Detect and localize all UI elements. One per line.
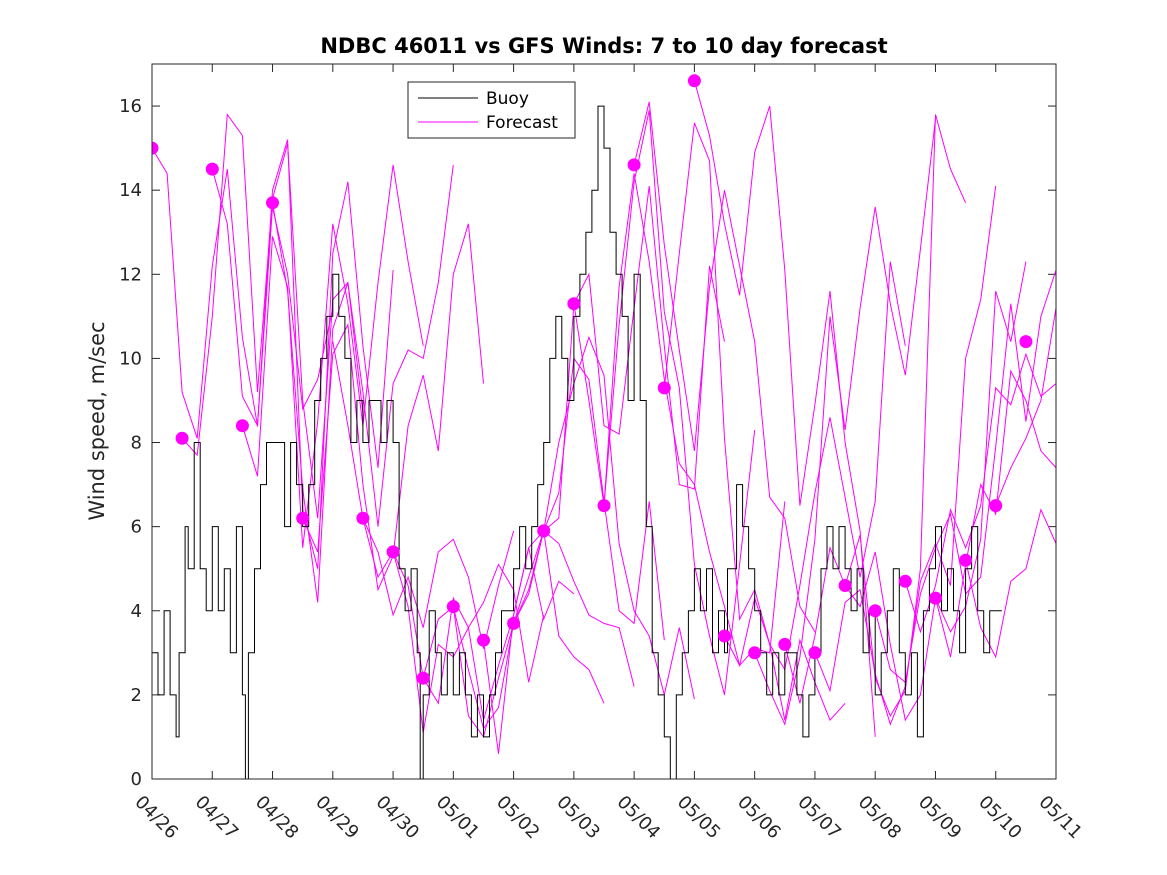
forecast-line	[935, 369, 1056, 658]
legend-box	[407, 81, 576, 139]
forecast-marker	[356, 511, 370, 525]
forecast-marker	[175, 431, 189, 445]
forecast-marker	[567, 297, 581, 311]
forecast-marker	[778, 637, 792, 651]
plot-frame	[151, 63, 1057, 780]
forecast-marker	[296, 511, 310, 525]
forecast-line	[241, 164, 424, 548]
forecast-line	[965, 508, 1056, 659]
forecast-marker	[446, 600, 460, 614]
y-tick-label: 8	[131, 433, 142, 454]
y-axis-label: Wind speed, m/sec	[85, 321, 109, 520]
forecast-marker	[627, 158, 641, 172]
forecast-line	[152, 147, 334, 439]
y-tick-label: 10	[119, 348, 142, 369]
forecast-marker	[386, 545, 400, 559]
y-tick-label: 12	[119, 264, 142, 285]
forecast-marker	[687, 74, 701, 88]
y-tick-label: 14	[119, 180, 142, 201]
forecast-line	[693, 80, 876, 737]
forecast-marker	[416, 671, 430, 685]
y-tick-label: 4	[131, 601, 142, 622]
legend-forecast-label: Forecast	[486, 113, 558, 133]
forecast-marker	[989, 499, 1003, 513]
forecast-marker	[808, 646, 822, 660]
y-tick-label: 2	[131, 685, 142, 706]
forecast-marker	[748, 646, 762, 660]
legend-buoy-label: Buoy	[486, 89, 529, 109]
y-axis: 0 2 4 6 8 10 12 14 16	[119, 96, 1056, 790]
buoy-line	[152, 105, 1002, 779]
forecast-marker	[205, 162, 219, 176]
forecast-line	[995, 307, 1056, 506]
y-tick-label: 6	[131, 517, 142, 538]
forecast-marker	[657, 381, 671, 395]
forecast-marker	[929, 591, 942, 605]
forecast-marker	[266, 196, 279, 210]
forecast-marker	[537, 524, 551, 538]
forecast-marker	[959, 553, 973, 567]
forecast-line	[633, 101, 816, 633]
forecast-marker	[597, 499, 611, 513]
y-tick-label: 0	[131, 769, 142, 790]
forecast-marker	[898, 574, 912, 588]
y-tick-label: 16	[119, 96, 142, 117]
legend: Buoy Forecast	[407, 81, 576, 139]
buoy-series	[152, 105, 1002, 779]
forecast-marker	[718, 629, 731, 643]
forecast-marker	[507, 616, 521, 630]
forecast-marker	[868, 604, 882, 618]
forecast-marker	[152, 141, 159, 155]
forecast-marker	[1019, 335, 1033, 349]
forecast-line	[754, 118, 936, 726]
forecast-marker	[838, 579, 852, 592]
forecast-marker	[235, 419, 249, 433]
forecast-markers	[152, 74, 1033, 685]
forecast-marker	[477, 633, 490, 647]
chart-title: NDBC 46011 vs GFS Winds: 7 to 10 day for…	[320, 34, 887, 58]
